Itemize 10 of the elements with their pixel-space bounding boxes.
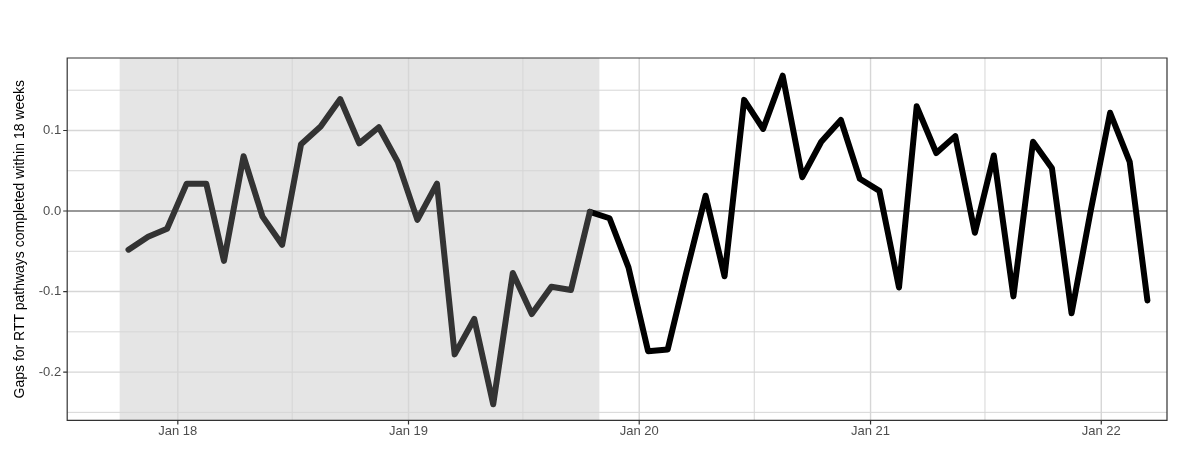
y-tick-label: -0.1 [38, 283, 62, 299]
y-tick-label: -0.2 [38, 363, 62, 379]
y-tick-label: 0.0 [43, 202, 62, 218]
x-tick-label: Jan 18 [158, 422, 198, 438]
y-axis-title: Gaps for RTT pathways completed within 18 weeks [11, 79, 28, 399]
x-tick-label: Jan 20 [619, 422, 659, 438]
x-tick-label: Jan 22 [1081, 422, 1121, 438]
y-tick-label: 0.1 [43, 122, 62, 138]
x-tick-label: Jan 19 [388, 422, 429, 438]
x-tick-label: Jan 21 [851, 422, 891, 438]
